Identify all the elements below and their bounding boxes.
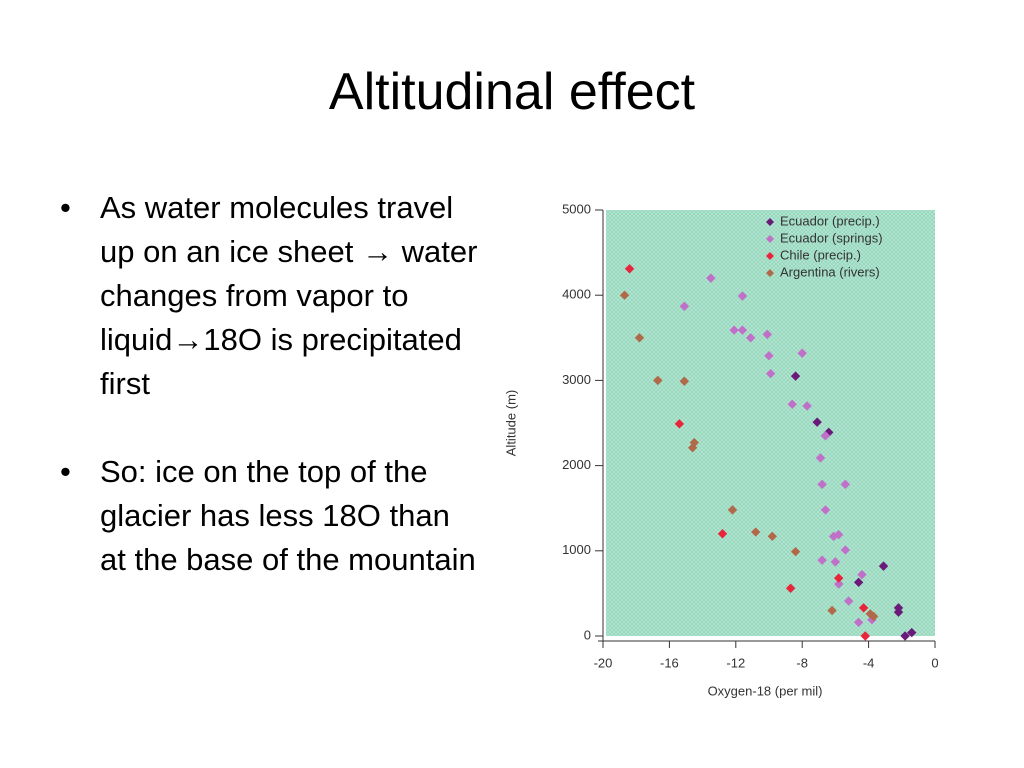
point <box>764 350 774 361</box>
legend-marker <box>766 218 774 226</box>
point <box>840 479 851 490</box>
point <box>812 417 822 427</box>
y-tick-label: 2000 <box>562 457 591 472</box>
point <box>878 561 889 571</box>
point <box>653 375 663 386</box>
x-tick-label: -20 <box>594 655 613 670</box>
legend-marker <box>766 269 774 277</box>
point <box>717 529 728 539</box>
point <box>767 531 778 542</box>
x-tick-label: -8 <box>796 655 808 670</box>
point <box>762 329 773 340</box>
point <box>820 431 831 441</box>
point <box>679 376 690 386</box>
x-tick-label: 0 <box>931 655 938 670</box>
point <box>706 273 716 283</box>
point <box>868 611 879 622</box>
point <box>802 401 812 411</box>
x-tick-label: -4 <box>863 655 875 670</box>
point <box>634 333 645 343</box>
point <box>619 290 630 300</box>
legend-label: Argentina (rivers) <box>780 264 880 279</box>
point <box>689 437 700 448</box>
y-tick-label: 0 <box>584 627 591 642</box>
point <box>834 529 844 540</box>
legend-marker <box>766 235 774 243</box>
point <box>907 627 917 638</box>
point <box>751 527 761 537</box>
point <box>820 505 831 515</box>
legend-label: Ecuador (springs) <box>780 230 883 245</box>
point <box>900 631 910 641</box>
point <box>797 348 807 358</box>
point <box>787 399 797 409</box>
point <box>737 291 748 301</box>
point <box>858 603 869 613</box>
point <box>893 607 904 617</box>
point <box>840 545 851 555</box>
x-axis-label: Oxygen-18 (per mil) <box>708 683 823 698</box>
point <box>679 301 690 311</box>
bullet: As water molecules travel up on an ice s… <box>60 186 480 406</box>
y-tick-label: 5000 <box>562 201 591 216</box>
point <box>853 577 864 588</box>
point <box>727 505 738 515</box>
legend-label: Chile (precip.) <box>780 247 861 262</box>
y-tick-label: 4000 <box>562 287 591 302</box>
point <box>843 596 854 606</box>
legend-marker <box>766 252 774 260</box>
point <box>834 579 844 589</box>
legend-label: Ecuador (precip.) <box>780 213 880 228</box>
point <box>817 555 827 565</box>
point <box>853 617 864 628</box>
point <box>785 583 796 593</box>
point <box>765 368 776 379</box>
point <box>817 479 827 490</box>
y-tick-label: 3000 <box>562 372 591 387</box>
slide-title: Altitudinal effect <box>328 63 696 121</box>
point <box>830 557 841 567</box>
point <box>857 569 867 580</box>
point <box>790 371 801 381</box>
y-axis-label: Altitude (m) <box>503 390 518 456</box>
bullet: So: ice on the top of the glacier has le… <box>60 450 480 582</box>
x-tick-label: -16 <box>660 655 679 670</box>
point <box>674 419 685 429</box>
point <box>624 264 635 274</box>
point <box>729 325 739 335</box>
y-tick-label: 1000 <box>562 542 591 557</box>
point <box>746 333 756 343</box>
point <box>827 605 837 616</box>
point <box>815 453 826 463</box>
point <box>737 325 748 335</box>
point <box>834 573 844 583</box>
x-tick-label: -12 <box>726 655 745 670</box>
point <box>790 546 801 557</box>
point <box>860 631 870 641</box>
bullet-list: As water molecules travel up on an ice s… <box>60 186 480 626</box>
